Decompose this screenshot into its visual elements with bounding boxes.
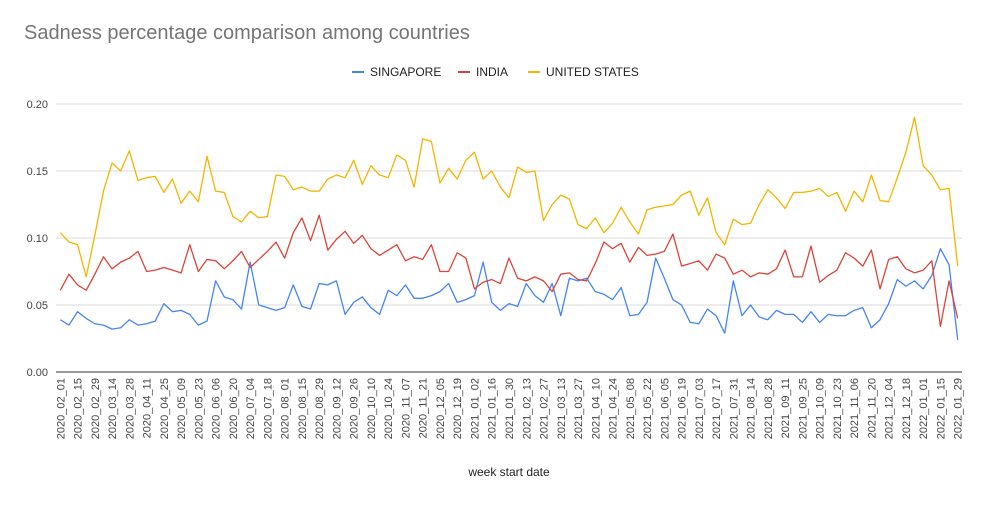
x-tick-label: 2021_12_04 [884,378,896,439]
x-tick-label: 2021_04_24 [608,378,620,439]
x-tick-label: 2020_08_15 [297,378,309,439]
x-tick-label: 2021_08_14 [746,378,758,439]
x-tick-label: 2021_06_05 [659,378,671,439]
x-tick-label: 2021_02_27 [539,378,551,439]
x-tick-label: 2021_06_19 [677,378,689,439]
x-tick-label: 2020_11_21 [418,378,430,438]
x-tick-label: 2021_11_06 [849,378,861,438]
x-tick-label: 2021_01_16 [487,378,499,439]
x-tick-label: 2020_05_23 [193,378,205,439]
x-tick-label: 2020_12_19 [452,378,464,439]
x-tick-label: 2020_02_29 [90,378,102,439]
x-tick-label: 2020_11_07 [400,378,412,438]
x-tick-label: 2022_01_29 [953,378,965,439]
series-line-singapore [59,248,959,340]
series-line-united-states [59,116,959,278]
x-tick-label: 2020_02_15 [73,378,85,439]
x-tick-label: 2020_03_14 [107,378,119,439]
x-tick-label: 2021_09_25 [797,378,809,439]
legend-label-united-states: UNITED STATES [546,65,639,79]
x-tick-label: 2021_07_03 [694,378,706,439]
x-tick-label: 2020_07_18 [262,378,274,439]
x-tick-label: 2021_10_09 [815,378,827,439]
legend-label-singapore: SINGAPORE [370,65,441,79]
x-tick-label: 2020_09_26 [349,378,361,439]
chart-title: Sadness percentage comparison among coun… [24,22,470,44]
x-tick-label: 2020_03_28 [124,378,136,439]
x-tick-label: 2020_05_09 [176,378,188,439]
x-tick-label: 2020_07_04 [245,378,257,439]
x-tick-label: 2021_02_13 [521,378,533,439]
x-tick-label: 2020_08_29 [314,378,326,439]
x-tick-label: 2021_11_20 [866,378,878,438]
x-tick-label: 2021_03_13 [556,378,568,439]
x-tick-label: 2020_04_11 [142,378,154,438]
x-tick-label: 2021_05_08 [625,378,637,439]
y-tick-label: 0.00 [27,367,48,379]
x-tick-label: 2020_10_10 [366,378,378,439]
x-tick-label: 2021_07_17 [711,378,723,439]
x-tick-label: 2021_07_31 [728,378,740,439]
x-tick-label: 2021_10_23 [832,378,844,439]
x-tick-label: 2020_09_12 [331,378,343,439]
x-tick-label: 2021_12_18 [901,378,913,439]
x-tick-label: 2021_05_22 [642,378,654,439]
x-tick-label: 2020_12_05 [435,378,447,439]
x-tick-label: 2020_08_01 [280,378,292,439]
x-tick-label: 2020_10_24 [383,378,395,439]
x-tick-label: 2020_02_01 [55,378,67,439]
x-tick-label: 2020_06_06 [211,378,223,439]
x-tick-label: 2021_04_10 [590,378,602,439]
x-tick-label: 2021_09_11 [780,378,792,438]
y-tick-label: 0.10 [27,233,48,245]
x-tick-label: 2021_01_30 [504,378,516,439]
legend-label-india: INDIA [476,65,508,79]
x-tick-label: 2021_01_02 [469,378,481,439]
x-tick-label: 2021_03_27 [573,378,585,439]
y-tick-label: 0.15 [27,166,48,178]
x-tick-label: 2020_04_25 [159,378,171,439]
x-tick-label: 2021_08_28 [763,378,775,439]
y-tick-label: 0.20 [27,99,48,111]
series-line-india [59,214,959,328]
y-tick-label: 0.05 [27,300,48,312]
x-tick-label: 2022_01_15 [935,378,947,439]
x-tick-label: 2022_01_01 [918,378,930,439]
x-tick-label: 2020_06_20 [228,378,240,439]
x-axis-title: week start date [467,465,550,479]
